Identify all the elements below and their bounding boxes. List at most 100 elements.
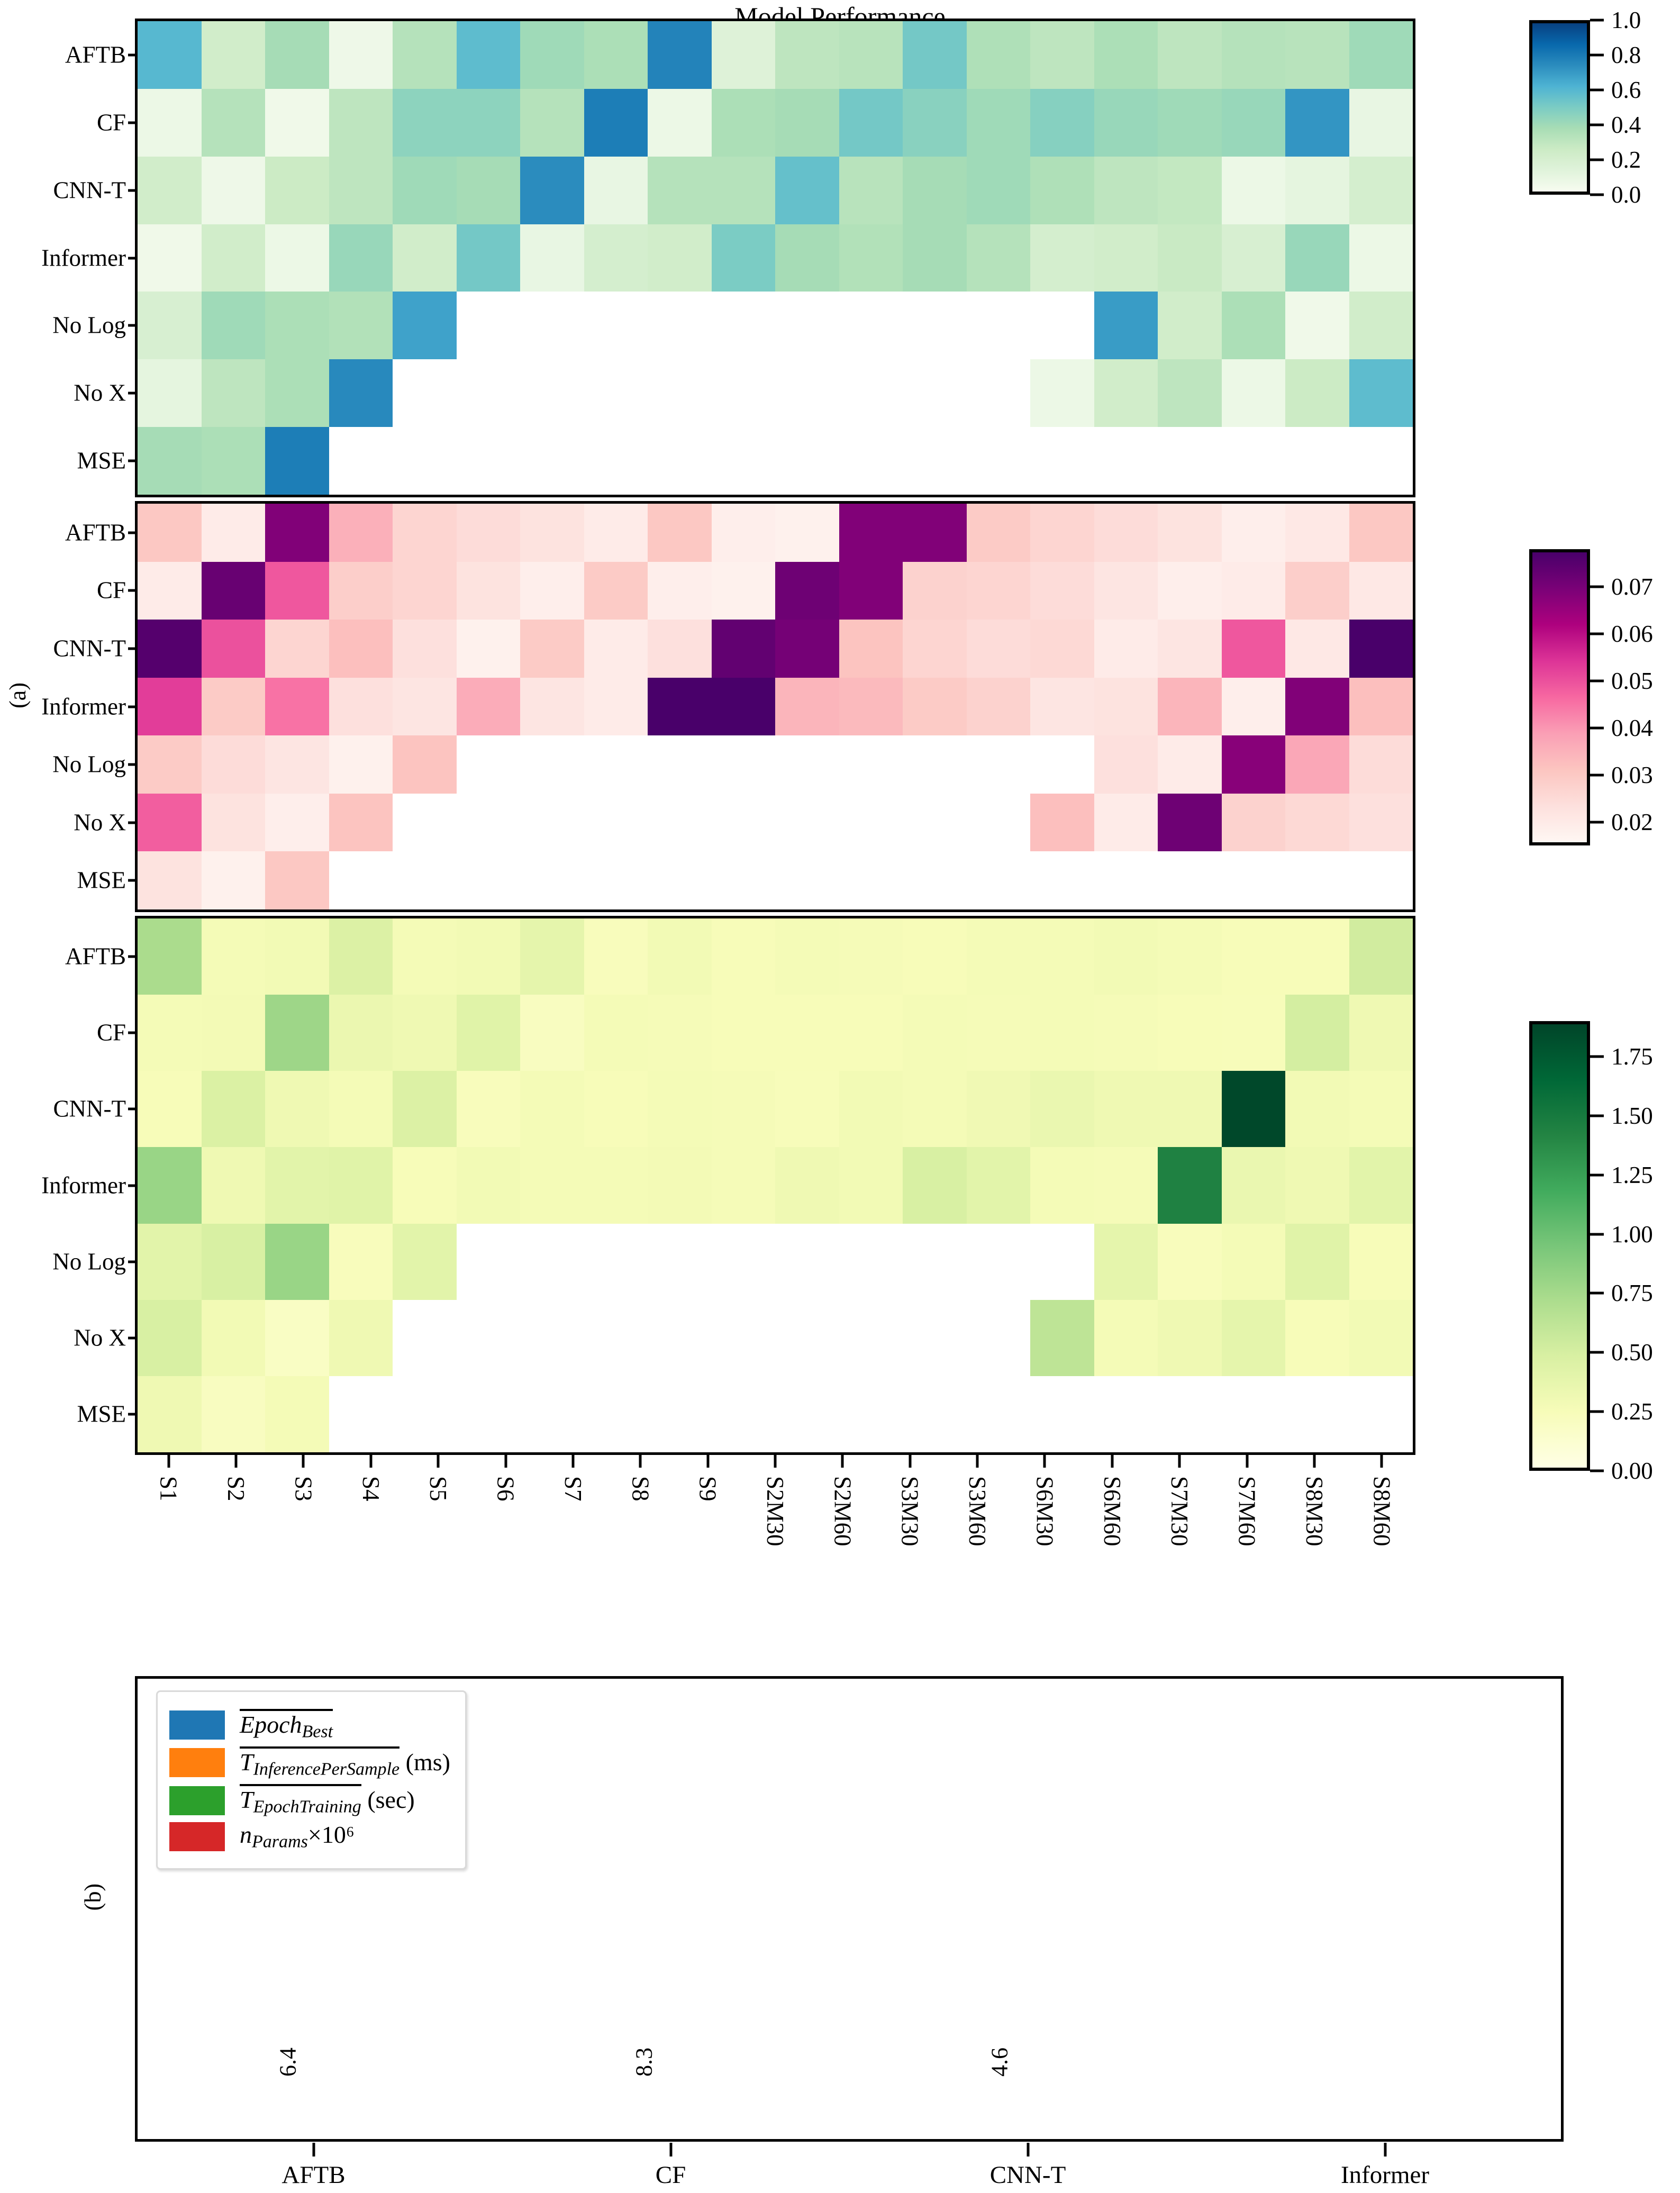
x-axis-label-s6m30: S6M30	[1031, 1476, 1058, 1546]
heatmap-cell	[329, 1223, 393, 1300]
heatmap-cell	[1221, 1299, 1285, 1376]
heatmap-cell	[265, 292, 329, 360]
heatmap-row-label-aftb: AFTB	[65, 41, 126, 68]
heatmap-cell	[138, 1223, 202, 1300]
heatmap-cell-empty	[393, 1376, 457, 1452]
heatmap-cell	[775, 504, 839, 562]
heatmap-cell	[966, 1147, 1030, 1224]
heatmap-cell	[1349, 561, 1413, 620]
heatmap-cell	[1285, 793, 1349, 852]
heatmap-cell	[584, 1071, 648, 1148]
heatmap-cell-empty	[839, 793, 903, 852]
colorbar-tick	[1590, 193, 1604, 196]
heatmap-cell	[456, 995, 520, 1071]
heatmap-cell	[648, 156, 712, 224]
heatmap-cell	[265, 995, 329, 1071]
heatmap-cell	[201, 359, 265, 427]
heatmap-cell-empty	[648, 1299, 712, 1376]
heatmap-cell	[1349, 504, 1413, 562]
heatmap-row-tick	[128, 531, 138, 534]
colorbar-tick-label: 0.02	[1611, 808, 1653, 835]
legend-item-1: TInferencePerSample (ms)	[169, 1746, 450, 1779]
heatmap-cell	[1094, 1147, 1158, 1224]
heatmap-cell	[201, 427, 265, 495]
x-axis-label-s8m30: S8M30	[1301, 1476, 1328, 1546]
heatmap-cell	[265, 918, 329, 995]
x-axis-tick	[1246, 1455, 1249, 1468]
heatmap-cell	[265, 224, 329, 292]
heatmap-cell	[648, 995, 712, 1071]
heatmap-cell	[1094, 1223, 1158, 1300]
heatmap-cell	[1030, 1299, 1094, 1376]
heatmap-cell	[1285, 21, 1349, 89]
heatmap-row-tick	[128, 879, 138, 882]
heatmap-cell-empty	[584, 851, 648, 909]
heatmap-cell	[1221, 735, 1285, 794]
heatmap-cell	[138, 918, 202, 995]
heatmap-cell	[329, 359, 393, 427]
heatmap-cell-empty	[711, 1299, 775, 1376]
colorbar-tick	[1590, 821, 1604, 824]
bar-x-label-cf: CF	[655, 2161, 686, 2189]
heatmap-cell-empty	[711, 427, 775, 495]
legend-label: EpochBest	[240, 1709, 333, 1741]
heatmap-row-label-no-log: No Log	[52, 1248, 126, 1275]
heatmap-cell	[839, 21, 903, 89]
heatmap-cell	[711, 918, 775, 995]
heatmap-cell	[903, 561, 967, 620]
colorbar-tick-label: 0.6	[1611, 77, 1641, 103]
x-axis-label-s8m60: S8M60	[1368, 1476, 1395, 1546]
heatmap-cell	[138, 677, 202, 736]
heatmap-cell-empty	[711, 1223, 775, 1300]
heatmap-cell-empty	[903, 359, 967, 427]
heatmap-cell	[456, 224, 520, 292]
heatmap-cell	[201, 224, 265, 292]
heatmap-cell	[138, 1376, 202, 1452]
heatmap-cell	[1285, 224, 1349, 292]
heatmap-cell	[839, 156, 903, 224]
heatmap-cell	[201, 88, 265, 157]
colorbar-tick-label: 0.06	[1611, 621, 1653, 647]
heatmap-cell	[201, 1147, 265, 1224]
colorbar-tick-label: 1.50	[1611, 1102, 1653, 1129]
heatmap-cell	[393, 918, 457, 995]
heatmap-cell	[775, 1147, 839, 1224]
heatmap-cell	[903, 156, 967, 224]
x-axis-tick	[774, 1455, 777, 1468]
heatmap-cell-empty	[456, 793, 520, 852]
x-axis-tick	[302, 1455, 305, 1468]
bar-value-label: 807.4	[575, 2036, 602, 2088]
heatmap-cell	[393, 1071, 457, 1148]
x-axis-label-s1: S1	[155, 1476, 182, 1502]
heatmap-cell	[903, 21, 967, 89]
heatmap-cell-empty	[903, 1223, 967, 1300]
heatmap-row-tick	[128, 589, 138, 592]
heatmap-cell	[584, 995, 648, 1071]
panel-a-label: (a)	[5, 683, 31, 708]
heatmap-cell	[201, 561, 265, 620]
heatmap-cell	[1349, 224, 1413, 292]
colorbar-tick-label: 0.0	[1611, 181, 1641, 208]
heatmap-cell	[1221, 1223, 1285, 1300]
heatmap-row-label-aftb: AFTB	[65, 943, 126, 970]
heatmap-cell-empty	[329, 851, 393, 909]
heatmap-cell	[839, 918, 903, 995]
heatmap-cell	[903, 677, 967, 736]
heatmap-cell	[839, 561, 903, 620]
heatmap-cell	[1349, 620, 1413, 678]
heatmap-cell	[775, 21, 839, 89]
heatmap-cell	[966, 918, 1030, 995]
heatmap-row-tick	[128, 459, 138, 462]
heatmap-cell-empty	[775, 793, 839, 852]
heatmap-cell-empty	[520, 1376, 584, 1452]
heatmap-cell-empty	[711, 735, 775, 794]
colorbar-tick-label: 0.75	[1611, 1280, 1653, 1307]
x-axis-tick	[706, 1455, 710, 1468]
heatmap-cell-empty	[584, 1223, 648, 1300]
heatmap-cell	[1285, 995, 1349, 1071]
heatmap-cell	[393, 21, 457, 89]
heatmap-mae: AFTB CF CNN-T Informer No Log No X MSE	[41, 501, 1415, 912]
heatmap-cell	[1158, 620, 1222, 678]
heatmap-row-tick	[128, 821, 138, 824]
heatmap-cell	[265, 1376, 329, 1452]
